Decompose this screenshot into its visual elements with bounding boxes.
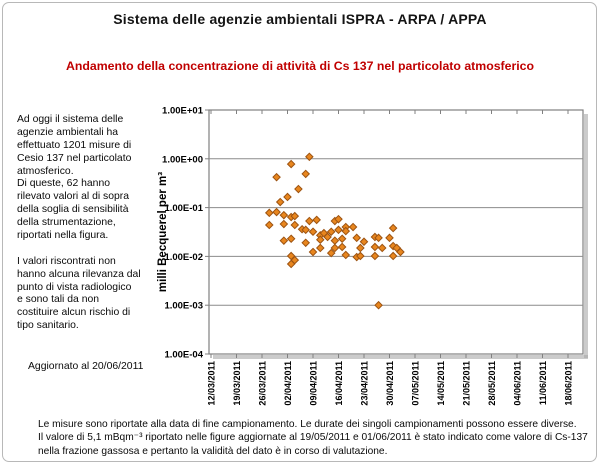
plot-shadow-right	[584, 114, 588, 358]
data-point	[334, 214, 343, 224]
x-tick-label: 14/05/2011	[436, 361, 446, 406]
cs137-scatter-chart: 1.00E+01 1.00E+00 1.00E-01 1.00E-02 1.00E-03…	[150, 95, 598, 417]
y-tick-label: 1.00E-03	[164, 301, 203, 312]
data-point	[374, 233, 383, 243]
data-point	[272, 172, 281, 182]
data-point	[264, 208, 274, 218]
x-tick-label: 26/03/2011	[258, 361, 268, 406]
data-point	[286, 259, 296, 269]
data-point	[326, 227, 336, 237]
summary-text: Ad oggi il sistema delle agenzie ambient…	[17, 114, 141, 332]
chart-subtitle: Andamento della concentrazione di attivi…	[65, 59, 535, 73]
x-tick-label: 12/03/2011	[207, 361, 217, 406]
x-tick-label: 04/06/2011	[513, 361, 523, 406]
x-tick-label: 21/05/2011	[462, 361, 472, 406]
plot-shadow-bottom	[213, 355, 588, 359]
x-tick-label: 09/04/2011	[309, 361, 319, 406]
data-point	[352, 233, 362, 243]
x-tick-label: 23/04/2011	[360, 361, 370, 406]
x-tick-label: 19/03/2011	[232, 361, 242, 406]
x-tick-label: 18/06/2011	[564, 361, 574, 406]
data-point	[341, 250, 351, 260]
footer-notes: Le misure sono riportate alla data di fi…	[38, 419, 588, 457]
data-point	[385, 233, 394, 243]
data-point	[323, 232, 332, 242]
x-tick-label: 07/05/2011	[411, 361, 421, 406]
plot-area	[208, 109, 584, 355]
data-point	[283, 192, 292, 202]
data-point	[348, 222, 358, 232]
data-point	[305, 216, 314, 226]
y-tick-label: 1.00E+00	[162, 154, 203, 165]
data-point	[272, 207, 281, 217]
y-tick-label: 1.00E-04	[164, 350, 203, 361]
data-point	[337, 234, 347, 244]
data-point	[305, 152, 314, 162]
data-point	[334, 225, 343, 235]
data-point	[315, 235, 325, 244]
y-axis-title: milli Becquerel per m³	[157, 172, 169, 292]
data-point	[301, 169, 311, 179]
data-point	[370, 251, 380, 261]
data-point	[370, 242, 380, 252]
data-point	[359, 237, 369, 247]
data-point	[337, 242, 347, 252]
data-point	[279, 236, 289, 245]
x-tick-label: 11/06/2011	[538, 361, 548, 405]
data-point	[388, 223, 398, 233]
data-point	[308, 227, 318, 237]
y-tick-label: 1.00E+01	[162, 106, 204, 117]
data-point	[377, 243, 387, 253]
data-point	[294, 184, 303, 194]
data-point	[396, 247, 405, 257]
data-point	[341, 226, 351, 236]
data-point	[388, 251, 398, 261]
page-title: Sistema delle agenzie ambientali ISPRA -…	[113, 11, 487, 27]
x-tick-label: 02/04/2011	[283, 361, 293, 406]
data-point	[326, 248, 336, 258]
data-point	[315, 243, 325, 253]
data-point	[290, 211, 300, 221]
data-point	[356, 243, 365, 253]
y-tick-label: 1.00E-01	[164, 203, 203, 214]
data-point	[290, 220, 300, 230]
chart-canvas: 1.00E+01 1.00E+00 1.00E-01 1.00E-02 1.00E-03…	[157, 106, 588, 406]
data-point	[312, 215, 321, 225]
x-tick-label: 16/04/2011	[334, 361, 344, 406]
y-tick-label: 1.00E-02	[164, 252, 203, 263]
data-point	[356, 251, 365, 261]
x-tick-label: 30/04/2011	[385, 361, 395, 406]
data-point	[374, 300, 383, 310]
data-point	[279, 210, 289, 220]
data-point	[308, 247, 318, 257]
updated-date-label: Aggiornato al 20/06/2011	[28, 361, 144, 372]
data-point	[275, 197, 285, 207]
data-point	[330, 243, 340, 253]
x-tick-label: 28/05/2011	[487, 361, 497, 406]
data-point	[264, 220, 274, 230]
data-point	[286, 234, 296, 244]
data-point	[279, 219, 289, 229]
data-point	[301, 225, 311, 235]
data-point	[286, 159, 296, 169]
data-point	[301, 238, 311, 248]
